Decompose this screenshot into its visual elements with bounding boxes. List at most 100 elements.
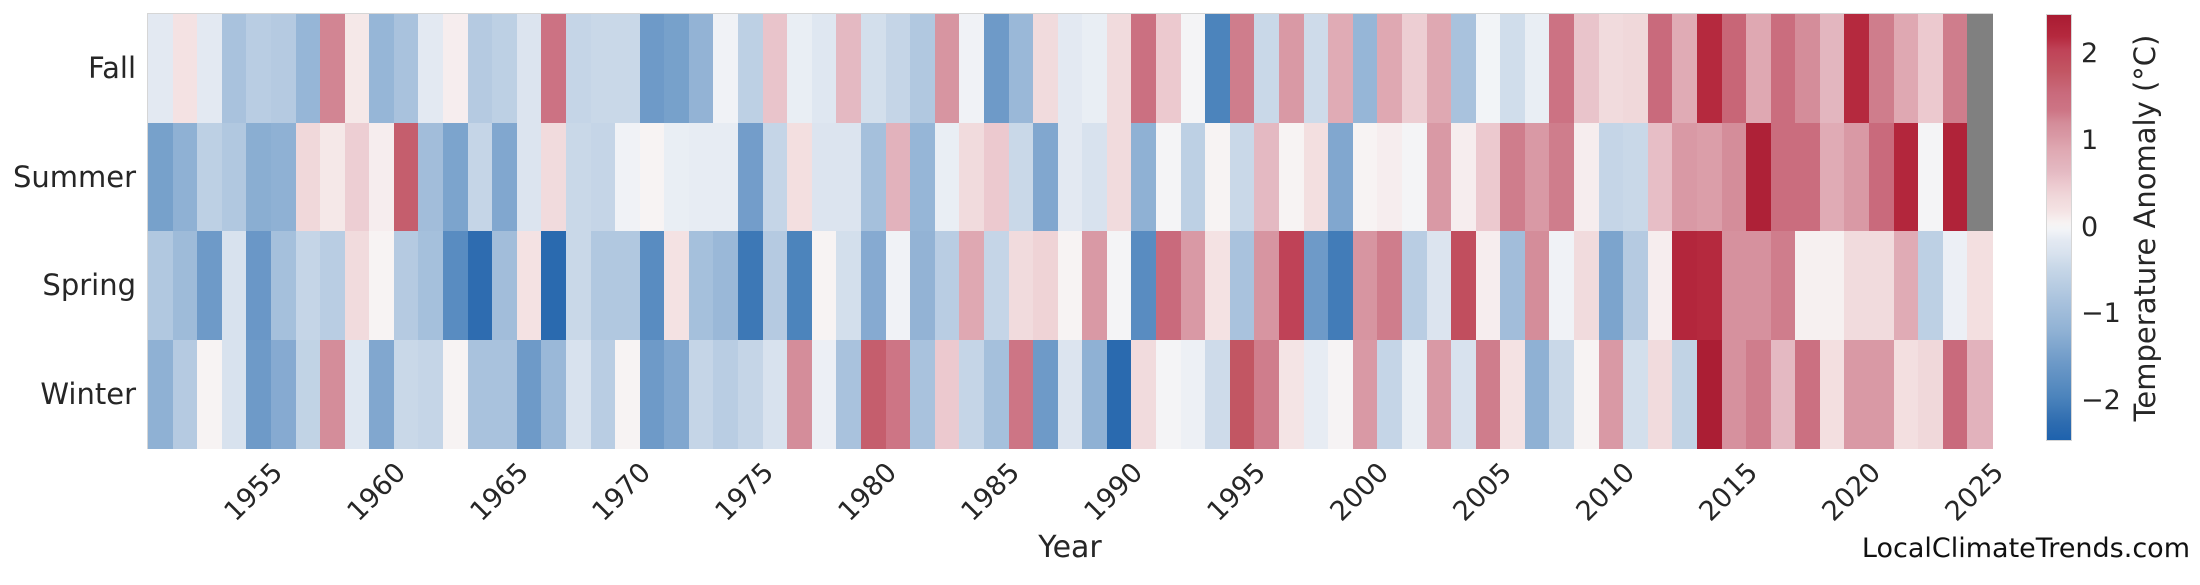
heatmap-cell bbox=[812, 14, 837, 123]
heatmap-cell bbox=[1746, 340, 1771, 449]
heatmap-cell bbox=[763, 231, 788, 340]
heatmap-cell bbox=[1402, 123, 1427, 232]
heatmap-cell bbox=[738, 340, 763, 449]
heatmap-cell bbox=[1648, 123, 1673, 232]
heatmap-cell bbox=[1574, 231, 1599, 340]
heatmap-cell bbox=[1230, 231, 1255, 340]
heatmap-cell bbox=[1131, 123, 1156, 232]
colorbar-tick-label: 0 bbox=[2081, 212, 2098, 244]
heatmap-cell bbox=[1722, 231, 1747, 340]
heatmap-cell bbox=[738, 231, 763, 340]
heatmap-cell bbox=[271, 123, 296, 232]
heatmap-cell bbox=[1033, 231, 1058, 340]
heatmap-cell bbox=[1599, 123, 1624, 232]
x-tick-label: 2005 bbox=[1376, 457, 1518, 585]
heatmap-cell bbox=[173, 14, 198, 123]
heatmap-cell bbox=[148, 14, 173, 123]
heatmap-cell bbox=[1771, 231, 1796, 340]
heatmap-cell bbox=[1648, 231, 1673, 340]
heatmap-cell bbox=[1058, 123, 1083, 232]
heatmap-cell bbox=[763, 340, 788, 449]
x-tick-label: 1990 bbox=[1007, 457, 1149, 585]
heatmap-cell bbox=[1131, 340, 1156, 449]
heatmap-cell bbox=[1943, 340, 1968, 449]
heatmap-cell bbox=[1427, 340, 1452, 449]
heatmap-cell bbox=[1648, 340, 1673, 449]
heatmap-cell bbox=[640, 14, 665, 123]
heatmap-cell bbox=[1623, 340, 1648, 449]
heatmap-cell bbox=[1574, 14, 1599, 123]
seasonal-temperature-anomaly-heatmap-figure: FallSummerSpringWinter 19551960196519701… bbox=[0, 0, 2200, 585]
x-tick-label: 1995 bbox=[1130, 457, 1272, 585]
heatmap-cell bbox=[713, 14, 738, 123]
heatmap-cell bbox=[1795, 123, 1820, 232]
heatmap-cell bbox=[1156, 14, 1181, 123]
heatmap-cell bbox=[1746, 231, 1771, 340]
heatmap-cell bbox=[787, 231, 812, 340]
heatmap-cell bbox=[1082, 123, 1107, 232]
heatmap-cell bbox=[1205, 231, 1230, 340]
heatmap-cell bbox=[1525, 231, 1550, 340]
heatmap-cell bbox=[246, 123, 271, 232]
heatmap-cell bbox=[1427, 14, 1452, 123]
heatmap-cell bbox=[1599, 14, 1624, 123]
heatmap-cell bbox=[1599, 340, 1624, 449]
heatmap-cell bbox=[713, 123, 738, 232]
colorbar-tick-label: 2 bbox=[2081, 38, 2098, 70]
heatmap-cell bbox=[1009, 340, 1034, 449]
heatmap-cell bbox=[1377, 231, 1402, 340]
heatmap-cell bbox=[1967, 231, 1992, 340]
heatmap-cell bbox=[1451, 14, 1476, 123]
heatmap-cell bbox=[1009, 123, 1034, 232]
heatmap-cell bbox=[418, 340, 443, 449]
heatmap-cell bbox=[640, 123, 665, 232]
heatmap-cell bbox=[713, 340, 738, 449]
heatmap-cell bbox=[1058, 340, 1083, 449]
heatmap-cell bbox=[468, 231, 493, 340]
heatmap-cell bbox=[591, 340, 616, 449]
heatmap-cell bbox=[1574, 123, 1599, 232]
heatmap-cell bbox=[1451, 340, 1476, 449]
heatmap-cell bbox=[664, 14, 689, 123]
heatmap-cell bbox=[1820, 231, 1845, 340]
heatmap-cell bbox=[1082, 14, 1107, 123]
heatmap-cell bbox=[1181, 231, 1206, 340]
heatmap-cell bbox=[271, 340, 296, 449]
heatmap-cell bbox=[787, 340, 812, 449]
heatmap-cell bbox=[861, 14, 886, 123]
heatmap-cell bbox=[1525, 123, 1550, 232]
heatmap-cell bbox=[1771, 14, 1796, 123]
heatmap-cell bbox=[1058, 231, 1083, 340]
heatmap-cell bbox=[222, 340, 247, 449]
heatmap-cell bbox=[517, 14, 542, 123]
heatmap-cell bbox=[1328, 340, 1353, 449]
x-tick-label: 1985 bbox=[884, 457, 1026, 585]
heatmap-cell bbox=[1156, 340, 1181, 449]
heatmap-cell bbox=[615, 123, 640, 232]
heatmap-cell bbox=[492, 340, 517, 449]
heatmap-cell bbox=[1254, 340, 1279, 449]
heatmap-cell bbox=[1058, 14, 1083, 123]
heatmap-cell bbox=[1771, 123, 1796, 232]
heatmap-cell bbox=[689, 340, 714, 449]
heatmap-cell bbox=[1918, 340, 1943, 449]
heatmap-cell bbox=[1918, 231, 1943, 340]
heatmap-cell bbox=[591, 14, 616, 123]
heatmap-cell bbox=[1549, 340, 1574, 449]
heatmap-cell bbox=[1353, 231, 1378, 340]
heatmap-cell bbox=[1894, 14, 1919, 123]
heatmap-cell bbox=[1869, 14, 1894, 123]
heatmap-cell bbox=[246, 340, 271, 449]
heatmap-cell bbox=[173, 231, 198, 340]
heatmap-cell bbox=[1230, 14, 1255, 123]
heatmap-cell bbox=[640, 340, 665, 449]
heatmap-cell bbox=[886, 14, 911, 123]
heatmap-cell bbox=[1451, 231, 1476, 340]
heatmap-cell bbox=[1820, 123, 1845, 232]
heatmap-cell bbox=[1328, 123, 1353, 232]
heatmap-cell bbox=[1599, 231, 1624, 340]
heatmap-cell bbox=[1549, 231, 1574, 340]
heatmap-cell bbox=[886, 231, 911, 340]
heatmap-cell bbox=[369, 231, 394, 340]
heatmap-cell bbox=[1279, 231, 1304, 340]
